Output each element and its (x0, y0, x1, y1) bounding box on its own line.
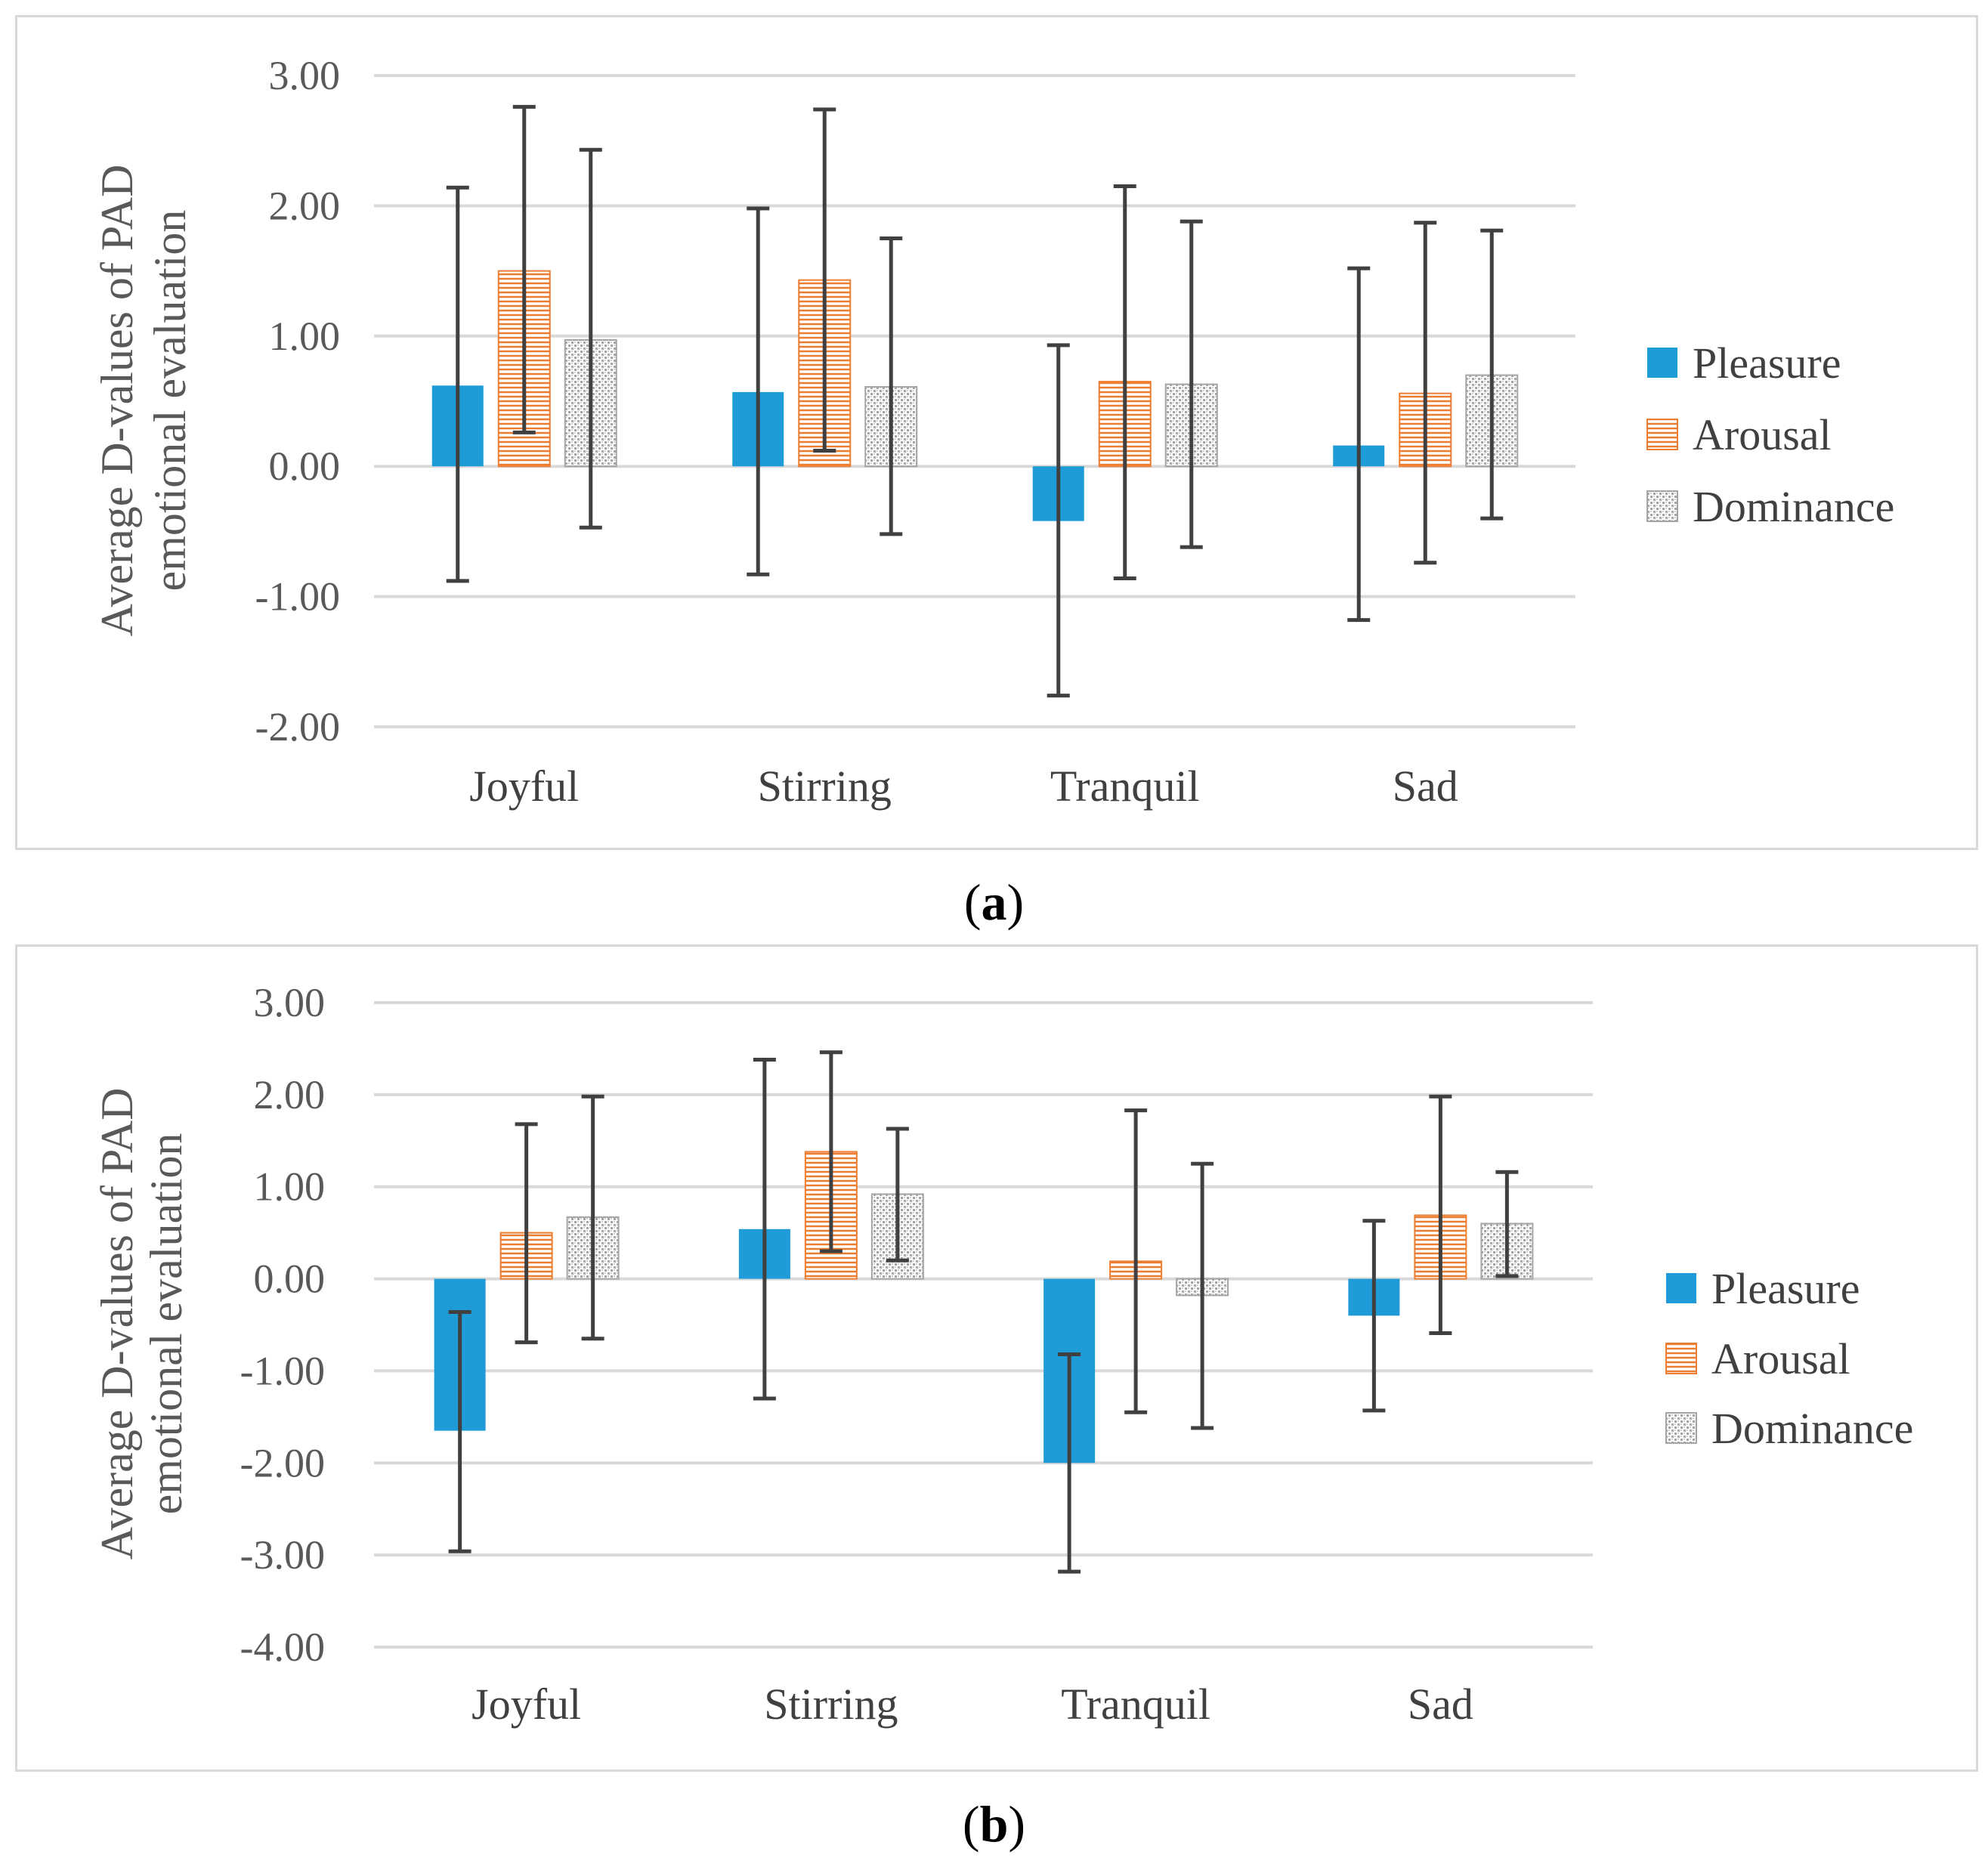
legend-label-dominance: Dominance (1693, 482, 1894, 531)
error-bar-arousal-stirring (819, 1050, 843, 1253)
y-tick-label: 3.00 (254, 980, 326, 1025)
legend-swatch-pleasure (1666, 1273, 1696, 1303)
error-bar-pleasure-sad (1347, 266, 1371, 623)
error-bar-arousal-tranquil (1113, 184, 1136, 580)
error-bar-pleasure-stirring (747, 206, 770, 576)
legend-label-pleasure: Pleasure (1693, 338, 1841, 388)
y-tick-label: 1.00 (254, 1164, 326, 1210)
y-tick-label: 0.00 (269, 444, 341, 489)
y-tick-label: 0.00 (254, 1256, 326, 1302)
legend-label-pleasure: Pleasure (1711, 1264, 1860, 1313)
category-label-tranquil: Tranquil (1061, 1680, 1210, 1729)
legend-swatch-pleasure (1647, 348, 1677, 378)
caption-b-letter: b (979, 1795, 1009, 1853)
y-axis-label: Average D-values of PAD (92, 1088, 142, 1560)
y-tick-label: -1.00 (240, 1348, 325, 1393)
error-bar-dominance-sad (1495, 1170, 1519, 1278)
y-tick-label: -2.00 (240, 1440, 325, 1485)
category-label-sad: Sad (1408, 1680, 1473, 1729)
error-bar-pleasure-stirring (753, 1058, 776, 1401)
legend-label-arousal: Arousal (1693, 410, 1832, 459)
error-bar-arousal-sad (1429, 1094, 1452, 1335)
error-bar-dominance-joyful (579, 147, 602, 530)
y-tick-label: -2.00 (255, 704, 340, 750)
error-bar-arousal-joyful (515, 1122, 538, 1345)
chart-b-frame (15, 944, 1978, 1772)
error-bar-arousal-tranquil (1124, 1108, 1148, 1414)
error-bar-dominance-tranquil (1191, 1161, 1214, 1430)
error-bar-arousal-joyful (512, 104, 536, 434)
error-bar-pleasure-joyful (446, 185, 469, 583)
y-axis-label: emotional evaluation (141, 1133, 191, 1515)
error-bar-arousal-sad (1414, 221, 1437, 565)
y-tick-label: -3.00 (240, 1532, 325, 1578)
chart-a: 3.00 2.00 1.00 0.00 -1.00 -2.00 Average D-valu… (92, 53, 1894, 811)
y-tick-label: 1.00 (269, 314, 341, 359)
chart-b: 3.00 2.00 1.00 0.00 -1.00 -2.00 -3.00 -4.00 Aver… (92, 980, 1913, 1729)
legend-swatch-arousal (1646, 419, 1678, 450)
error-bar-pleasure-sad (1362, 1219, 1386, 1413)
error-bar-pleasure-tranquil (1047, 343, 1070, 698)
y-tick-label: 3.00 (269, 53, 341, 98)
category-label-stirring: Stirring (758, 762, 892, 811)
legend-swatch-dominance (1665, 1412, 1697, 1444)
category-label-joyful: Joyful (471, 1680, 581, 1729)
y-tick-label: 2.00 (254, 1072, 326, 1117)
error-bar-pleasure-tranquil (1058, 1352, 1081, 1574)
legend-item-arousal: Arousal (1665, 1334, 1850, 1383)
legend-item-arousal: Arousal (1646, 410, 1832, 459)
legend-label-arousal: Arousal (1711, 1334, 1850, 1383)
legend-item-dominance: Dominance (1665, 1404, 1913, 1453)
error-bar-dominance-tranquil (1180, 219, 1203, 549)
legend-item-pleasure: Pleasure (1647, 338, 1841, 388)
error-bar-dominance-joyful (581, 1094, 604, 1341)
y-tick-label: 2.00 (269, 183, 341, 228)
error-bar-arousal-stirring (813, 107, 836, 453)
legend-item-dominance: Dominance (1646, 482, 1894, 531)
error-bar-dominance-stirring (886, 1127, 909, 1263)
category-label-tranquil: Tranquil (1050, 762, 1200, 811)
legend-item-pleasure: Pleasure (1666, 1264, 1860, 1313)
legend-label-dominance: Dominance (1711, 1404, 1913, 1453)
legend-swatch-dominance (1646, 490, 1678, 522)
y-axis-label: emotional evaluation (145, 210, 195, 592)
caption-a-letter: a (981, 873, 1007, 931)
y-axis-label: Average D-values of PAD (92, 165, 142, 637)
y-tick-label: -1.00 (255, 574, 340, 620)
error-bar-dominance-stirring (880, 236, 903, 536)
caption-a: (a) (963, 873, 1025, 931)
category-label-stirring: Stirring (764, 1680, 898, 1729)
category-label-joyful: Joyful (469, 762, 579, 811)
y-tick-label: -4.00 (240, 1624, 325, 1670)
legend-swatch-arousal (1665, 1343, 1697, 1374)
error-bar-dominance-sad (1480, 228, 1504, 521)
category-label-sad: Sad (1393, 762, 1458, 811)
error-bar-pleasure-joyful (448, 1309, 471, 1553)
caption-b: (b) (962, 1795, 1026, 1853)
